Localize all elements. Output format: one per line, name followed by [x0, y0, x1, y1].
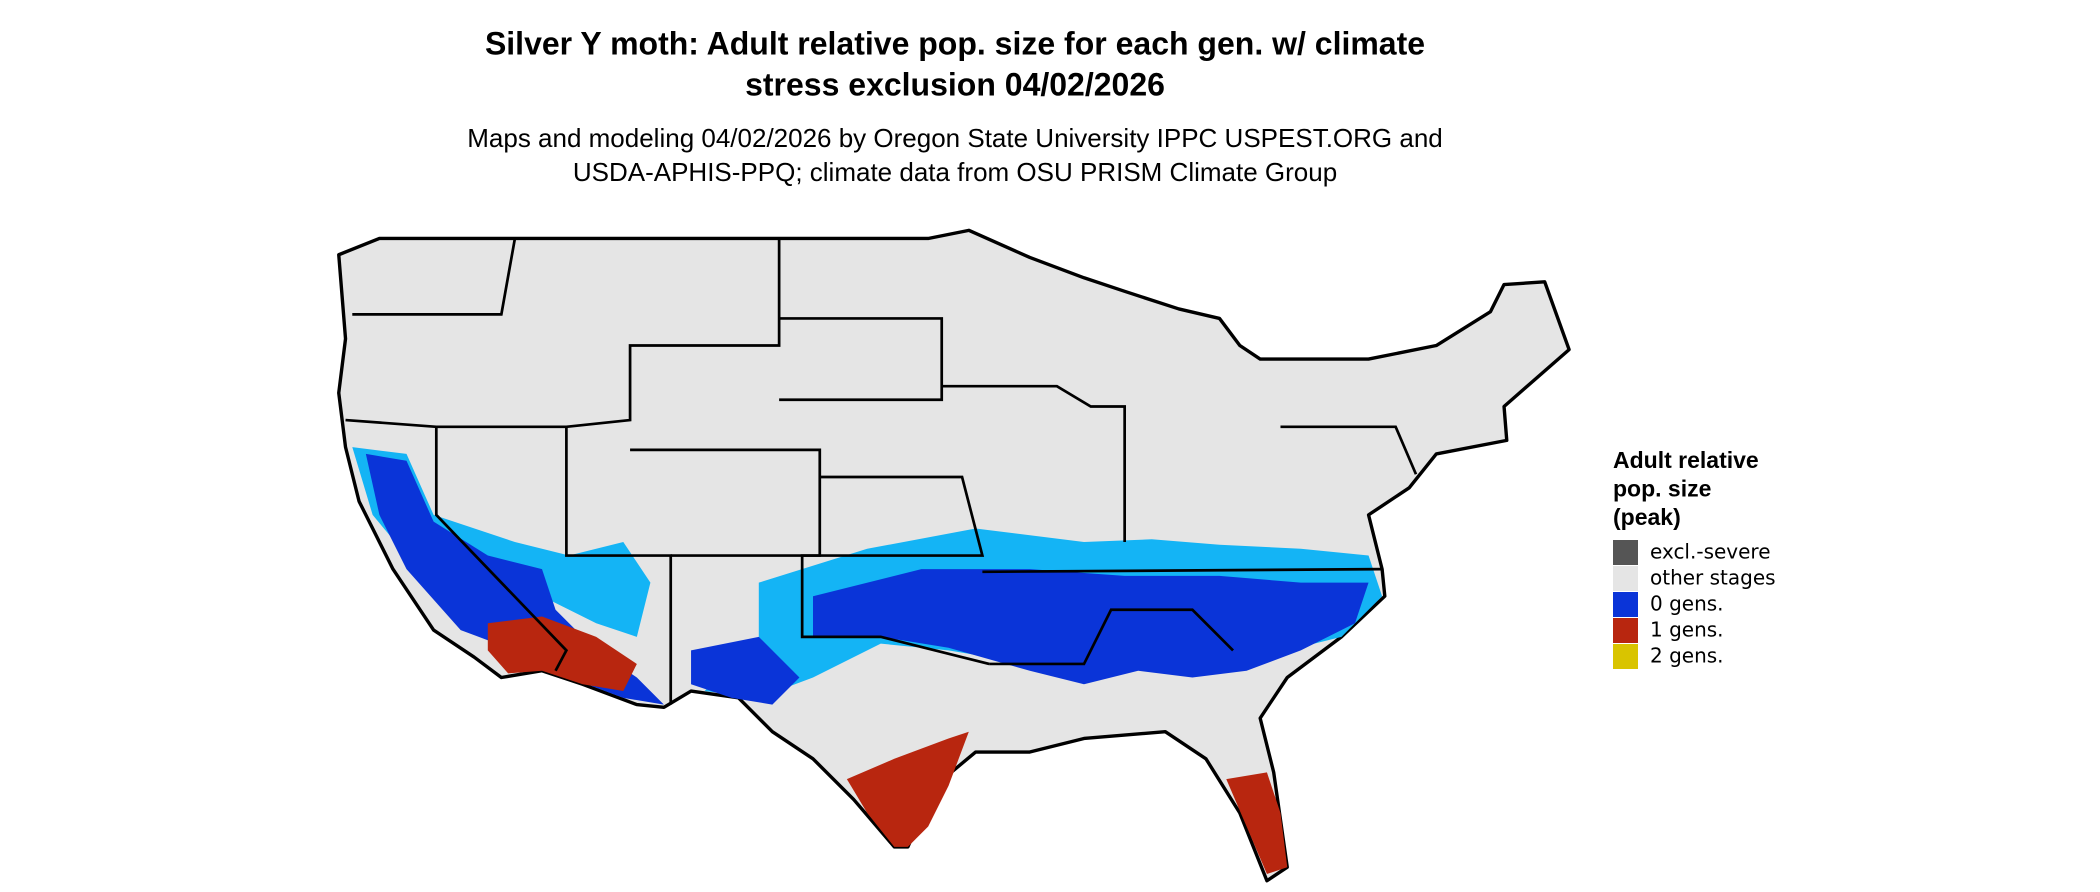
- legend-swatch: [1613, 540, 1638, 565]
- subtitle: Maps and modeling 04/02/2026 by Oregon S…: [467, 123, 1443, 187]
- legend-swatch: [1613, 566, 1638, 591]
- zone-1gens: [487, 616, 637, 692]
- legend-label: 0 gens.: [1650, 592, 1724, 616]
- legend-label: 2 gens.: [1650, 644, 1724, 668]
- zone-1gens: [846, 731, 969, 847]
- state-lines: [345, 238, 1418, 705]
- zone-1gens: [1226, 772, 1288, 874]
- title-line: Silver Y moth: Adult relative pop. size …: [485, 25, 1425, 61]
- legend: Adult relative pop. size(peak) excl.-sever…: [1613, 447, 1776, 669]
- legend-title: (peak): [1613, 504, 1681, 530]
- subtitle-line: USDA-APHIS-PPQ; climate data from OSU PR…: [573, 157, 1337, 187]
- legend-title: Adult relative: [1613, 447, 1759, 473]
- zone-0gens: [365, 453, 664, 705]
- zone-light: [352, 447, 651, 637]
- zone-0gens: [691, 636, 800, 705]
- us-map: [337, 228, 1571, 883]
- legend-label: other stages: [1650, 566, 1776, 590]
- zones: [352, 447, 1383, 874]
- title-line: stress exclusion 04/02/2026: [745, 66, 1165, 102]
- subtitle-line: Maps and modeling 04/02/2026 by Oregon S…: [467, 123, 1443, 153]
- legend-title: pop. size: [1613, 476, 1711, 502]
- legend-swatch: [1613, 618, 1638, 643]
- title: Silver Y moth: Adult relative pop. size …: [485, 25, 1425, 102]
- legend-label: excl.-severe: [1650, 540, 1771, 564]
- zone-0gens: [813, 569, 1369, 685]
- legend-swatch: [1613, 644, 1638, 669]
- legend-swatch: [1613, 592, 1638, 617]
- legend-label: 1 gens.: [1650, 618, 1724, 642]
